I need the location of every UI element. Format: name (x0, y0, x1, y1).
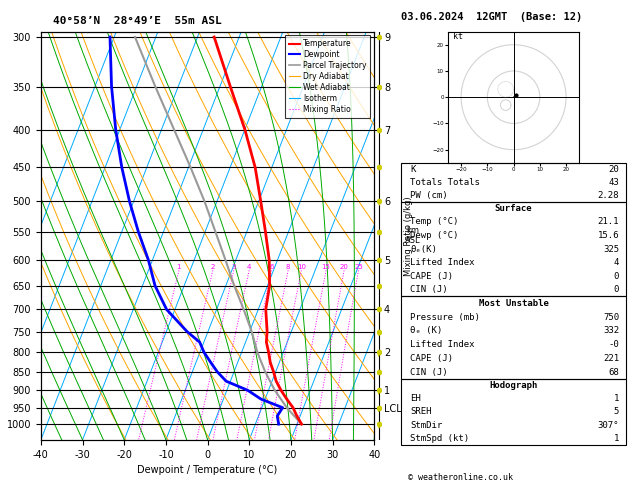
X-axis label: Dewpoint / Temperature (°C): Dewpoint / Temperature (°C) (138, 465, 277, 475)
Text: 10: 10 (297, 264, 306, 270)
Text: 1: 1 (614, 434, 619, 443)
Text: StmDir: StmDir (410, 420, 443, 430)
Text: 221: 221 (603, 354, 619, 363)
Text: EH: EH (410, 394, 421, 403)
Text: CAPE (J): CAPE (J) (410, 354, 454, 363)
Text: 2.28: 2.28 (598, 191, 619, 200)
Text: Totals Totals: Totals Totals (410, 178, 480, 187)
Text: 4: 4 (614, 258, 619, 267)
Legend: Temperature, Dewpoint, Parcel Trajectory, Dry Adiabat, Wet Adiabat, Isotherm, Mi: Temperature, Dewpoint, Parcel Trajectory… (285, 35, 370, 118)
Text: PW (cm): PW (cm) (410, 191, 448, 200)
Text: 2: 2 (211, 264, 215, 270)
Text: 1: 1 (614, 394, 619, 403)
Text: 325: 325 (603, 244, 619, 254)
Text: CIN (J): CIN (J) (410, 368, 448, 377)
Text: 332: 332 (603, 327, 619, 335)
Text: © weatheronline.co.uk: © weatheronline.co.uk (408, 473, 513, 482)
Text: 307°: 307° (598, 420, 619, 430)
Text: 750: 750 (603, 312, 619, 322)
Text: 25: 25 (354, 264, 363, 270)
Text: kt: kt (454, 33, 463, 41)
Text: CIN (J): CIN (J) (410, 285, 448, 294)
Text: 6: 6 (269, 264, 274, 270)
Text: StmSpd (kt): StmSpd (kt) (410, 434, 469, 443)
Text: 0: 0 (614, 272, 619, 280)
Text: Temp (°C): Temp (°C) (410, 218, 459, 226)
Text: 20: 20 (608, 165, 619, 174)
Text: SREH: SREH (410, 407, 431, 417)
Text: θₑ(K): θₑ(K) (410, 244, 437, 254)
Text: Mixing Ratio (g/kg): Mixing Ratio (g/kg) (404, 196, 413, 276)
Text: 4: 4 (247, 264, 252, 270)
Text: 43: 43 (608, 178, 619, 187)
Text: 68: 68 (608, 368, 619, 377)
Text: 03.06.2024  12GMT  (Base: 12): 03.06.2024 12GMT (Base: 12) (401, 12, 582, 22)
Text: 40°58’N  28°49’E  55m ASL: 40°58’N 28°49’E 55m ASL (53, 16, 222, 26)
Text: Lifted Index: Lifted Index (410, 258, 475, 267)
Text: Hodograph: Hodograph (489, 381, 538, 390)
Text: 8: 8 (286, 264, 291, 270)
Text: CAPE (J): CAPE (J) (410, 272, 454, 280)
Text: Dewp (°C): Dewp (°C) (410, 231, 459, 240)
Text: -0: -0 (608, 340, 619, 349)
Text: 15.6: 15.6 (598, 231, 619, 240)
Text: θₑ (K): θₑ (K) (410, 327, 443, 335)
Text: Lifted Index: Lifted Index (410, 340, 475, 349)
Y-axis label: km
ASL: km ASL (405, 226, 421, 245)
Text: Surface: Surface (495, 204, 532, 213)
Text: 15: 15 (321, 264, 330, 270)
Text: K: K (410, 165, 416, 174)
Text: 0: 0 (614, 285, 619, 294)
Text: 5: 5 (614, 407, 619, 417)
Y-axis label: hPa: hPa (0, 227, 1, 244)
Text: 1: 1 (177, 264, 181, 270)
Text: Pressure (mb): Pressure (mb) (410, 312, 480, 322)
Text: Most Unstable: Most Unstable (479, 299, 548, 308)
Text: 3: 3 (231, 264, 236, 270)
Text: 21.1: 21.1 (598, 218, 619, 226)
Text: 20: 20 (340, 264, 348, 270)
